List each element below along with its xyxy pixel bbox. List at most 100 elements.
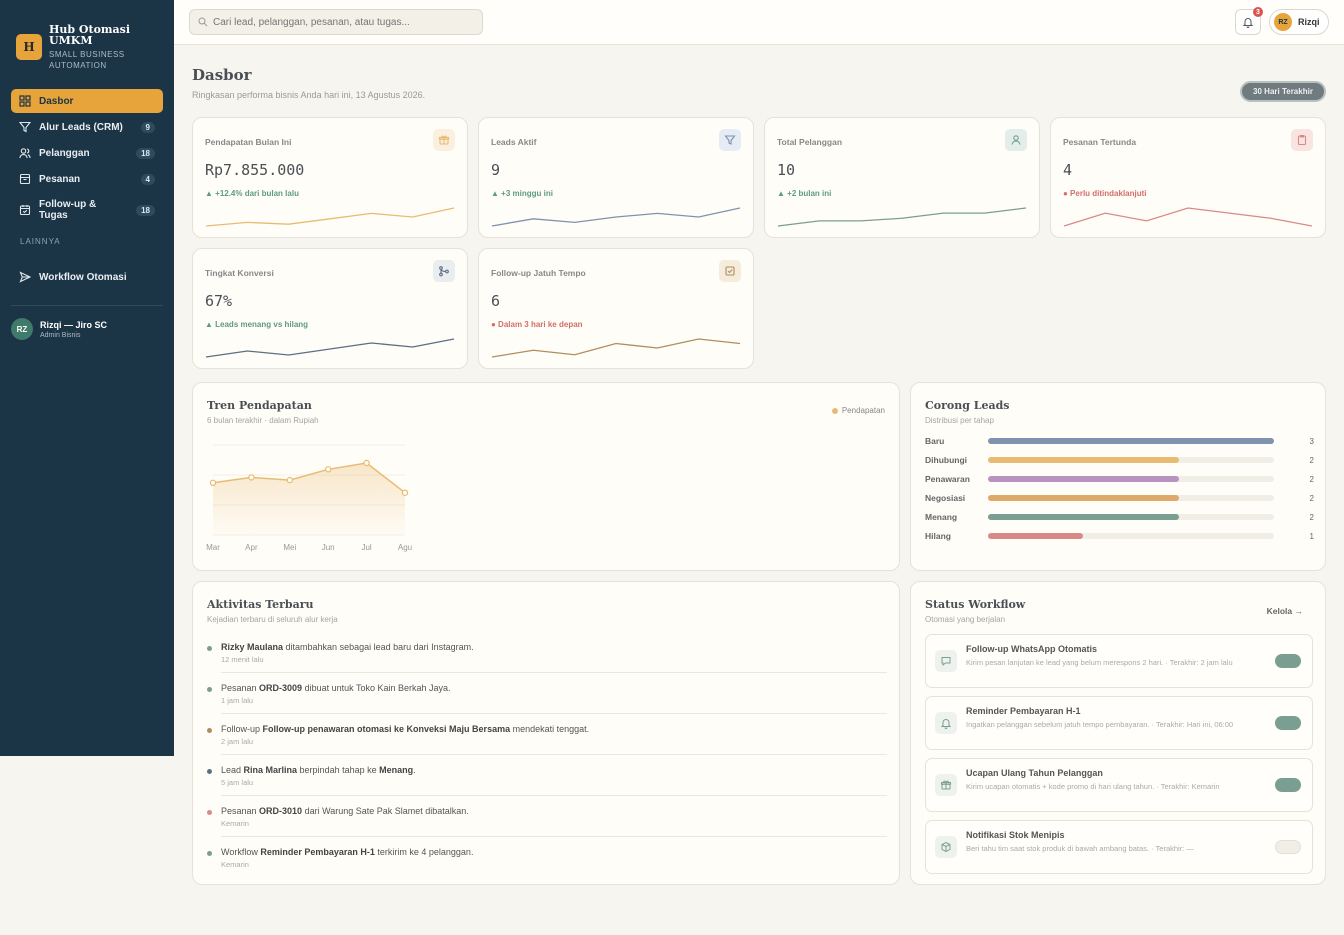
activity-item[interactable]: Pesanan ORD-3010 dari Warung Sate Pak Sl… (207, 805, 887, 837)
workflow-icon-box (935, 836, 957, 858)
gift-icon (438, 135, 450, 145)
activity-dot (207, 769, 212, 774)
workflow-toggle[interactable] (1275, 778, 1301, 792)
sidebar-divider (11, 305, 163, 306)
activity-dot (207, 728, 212, 733)
activity-dot (207, 687, 212, 692)
kpi-sparkline (205, 207, 455, 227)
kpi-value: 10 (777, 161, 796, 179)
revenue-point[interactable] (248, 474, 255, 481)
kpi-value: 67% (205, 292, 233, 310)
funnel-track (988, 533, 1274, 539)
activity-item[interactable]: Workflow Reminder Pembayaran H-1 terkiri… (207, 846, 887, 869)
workflow-item[interactable]: Ucapan Ulang Tahun Pelanggan Kirim ucapan… (925, 758, 1313, 812)
sidebar-item-pesanan[interactable]: Pesanan 4 (11, 167, 163, 191)
manage-workflow-link[interactable]: Kelola → (1266, 606, 1303, 616)
kpi-label: Total Pelanggan (777, 137, 843, 147)
kpi-sparkline (1063, 207, 1313, 227)
search-box[interactable] (189, 9, 483, 35)
funnel-row[interactable]: Baru 3 (925, 435, 1315, 447)
funnel-stage-label: Penawaran (925, 474, 970, 484)
revenue-point[interactable] (401, 489, 409, 496)
sparkline-series (777, 207, 1027, 227)
funnel-track (988, 476, 1274, 482)
activity-text: Follow-up Follow-up penawaran otomasi ke… (221, 723, 887, 736)
revenue-point[interactable] (209, 479, 217, 487)
funnel-row[interactable]: Menang 2 (925, 511, 1315, 523)
workflow-item[interactable]: Reminder Pembayaran H-1 Ingatkan pelangga… (925, 696, 1313, 750)
user-icon (1011, 135, 1021, 145)
kpi-value: Rp7.855.000 (205, 161, 305, 179)
calendar-check-icon (19, 205, 31, 216)
kpi-icon-box (1005, 129, 1027, 151)
filter-icon (724, 135, 736, 145)
activity-text-part: berpindah tahap ke (297, 765, 380, 775)
sidebar-item-leads[interactable]: Alur Leads (CRM) 9 (11, 115, 163, 139)
brand[interactable]: H Hub Otomasi UMKM SMALL BUSINESS AUTOMA… (0, 0, 174, 76)
sidebar-item-followup[interactable]: Follow-up & Tugas 18 (11, 193, 163, 227)
workflow-toggle[interactable] (1275, 716, 1301, 730)
kpi-card[interactable]: Total Pelanggan 10 ▲ +2 bulan ini (764, 117, 1040, 238)
card-subtitle: Otomasi yang berjalan (925, 615, 1006, 624)
kpi-delta: ● Dalam 3 hari ke depan (491, 320, 583, 329)
activity-item[interactable]: Lead Rina Marlina berpindah tahap ke Men… (207, 764, 887, 796)
funnel-row[interactable]: Negosiasi 2 (925, 492, 1315, 504)
account-menu[interactable]: RZ Rizqi (1269, 9, 1329, 35)
funnel-row[interactable]: Dihubungi 2 (925, 454, 1315, 466)
workflow-toggle[interactable] (1275, 840, 1301, 854)
activity-text-part: dibuat untuk Toko Kain Berkah Jaya. (302, 683, 451, 693)
notification-button[interactable]: 3 (1235, 7, 1263, 35)
activity-divider (221, 795, 887, 796)
activity-item[interactable]: Pesanan ORD-3009 dibuat untuk Toko Kain … (207, 682, 887, 714)
account-name: Rizqi (1298, 17, 1320, 27)
sidebar-item-label: Workflow Otomasi (39, 271, 127, 283)
activity-item[interactable]: Rizky Maulana ditambahkan sebagai lead b… (207, 641, 887, 673)
activity-subject: Rizky Maulana (221, 642, 284, 652)
workflow-item[interactable]: Follow-up WhatsApp Otomatis Kirim pesan l… (925, 634, 1313, 688)
kpi-card[interactable]: Follow-up Jatuh Tempo 6 ● Dalam 3 hari ke … (478, 248, 754, 369)
sidebar-item-count: 18 (136, 147, 155, 159)
search-input[interactable] (213, 16, 473, 28)
funnel-row[interactable]: Penawaran 2 (925, 473, 1315, 485)
sparkline-series (205, 207, 455, 227)
sidebar-item-dasbor[interactable]: Dasbor (11, 89, 163, 113)
sidebar-item-workflow[interactable]: Workflow Otomasi (11, 265, 163, 289)
funnel-row[interactable]: Hilang 1 (925, 530, 1315, 542)
funnel-bar (988, 514, 1179, 520)
page-title: Dasbor (192, 66, 252, 84)
activity-dot (207, 851, 212, 856)
revenue-area (213, 463, 405, 535)
date-range-button[interactable]: 30 Hari Terakhir (1240, 81, 1326, 102)
activity-divider (221, 836, 887, 837)
activity-time: Kemarin (221, 860, 249, 869)
funnel-stage-label: Negosiasi (925, 493, 966, 503)
activity-item[interactable]: Follow-up Follow-up penawaran otomasi ke… (207, 723, 887, 755)
x-tick-label: Jul (361, 543, 371, 552)
kpi-card[interactable]: Pendapatan Bulan Ini Rp7.855.000 ▲ +12.4% … (192, 117, 468, 238)
card-subtitle: Kejadian terbaru di seluruh alur kerja (207, 615, 338, 624)
activity-text-part: Follow-up (221, 724, 263, 734)
workflow-item[interactable]: Notifikasi Stok Menipis Beri tahu tim saa… (925, 820, 1313, 874)
revenue-point[interactable] (363, 459, 370, 467)
kpi-sparkline (205, 338, 455, 358)
kpi-label: Follow-up Jatuh Tempo (491, 268, 586, 278)
workflow-toggle[interactable] (1275, 654, 1301, 668)
kpi-label: Pendapatan Bulan Ini (205, 137, 292, 147)
revenue-point[interactable] (286, 476, 294, 484)
kpi-card[interactable]: Leads Aktif 9 ▲ +3 minggu ini (478, 117, 754, 238)
kpi-card[interactable]: Pesanan Tertunda 4 ● Perlu ditindaklanjuti (1050, 117, 1326, 238)
revenue-point[interactable] (324, 466, 332, 473)
activity-text-part: Workflow (221, 847, 261, 857)
box-icon (19, 173, 31, 185)
workflow-icon-box (935, 712, 957, 734)
sidebar-user[interactable]: RZ Rizqi — Jiro SC Admin Bisnis (0, 306, 174, 352)
activity-text-part: Lead (221, 765, 244, 775)
sidebar-item-label: Dasbor (39, 95, 74, 107)
sparkline-series (491, 338, 741, 358)
sidebar-item-pelanggan[interactable]: Pelanggan 18 (11, 141, 163, 165)
activity-subject: ORD-3009 (259, 683, 303, 693)
kpi-card[interactable]: Tingkat Konversi 67% ▲ Leads menang vs hil… (192, 248, 468, 369)
funnel-track (988, 514, 1274, 520)
activity-text-part: . (413, 765, 416, 775)
kpi-sparkline (777, 207, 1027, 227)
